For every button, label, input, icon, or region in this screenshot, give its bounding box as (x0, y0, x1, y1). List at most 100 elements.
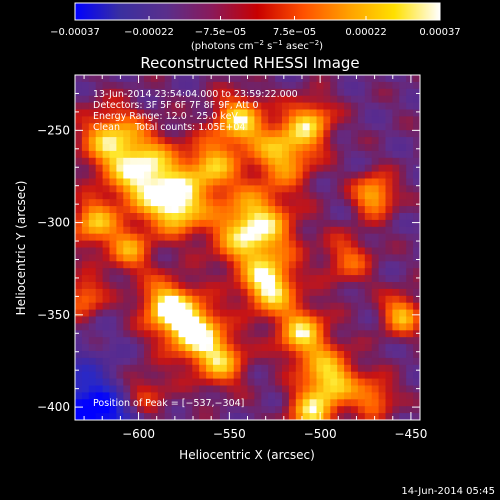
colorbar-tick-label: −0.00037 (50, 27, 100, 38)
heatmap-cell (288, 102, 297, 110)
heatmap-cell (344, 144, 352, 152)
heatmap-cell (144, 109, 152, 117)
heatmap-cell (351, 413, 359, 420)
heatmap-cell (344, 357, 352, 366)
heatmap-cell (323, 275, 331, 283)
heatmap-cell (226, 275, 235, 283)
heatmap-cell (95, 351, 103, 359)
heatmap-cell (144, 268, 152, 276)
heatmap-cell (226, 199, 235, 207)
heatmap-cell (240, 178, 248, 186)
heatmap-cell (309, 344, 317, 352)
heatmap-cell (295, 123, 304, 131)
heatmap-cell (254, 406, 262, 414)
heatmap-cell (288, 323, 297, 331)
heatmap-cell (282, 157, 290, 166)
heatmap-cell (268, 323, 276, 331)
heatmap-cell (157, 371, 166, 379)
heatmap-cell (316, 309, 324, 317)
heatmap-cell (102, 330, 110, 338)
heatmap-cell (247, 385, 255, 393)
heatmap-cell (323, 240, 331, 248)
heatmap-cell (116, 164, 124, 172)
heatmap-cell (116, 392, 124, 400)
heatmap-cell (371, 137, 379, 145)
heatmap-cell (233, 254, 241, 262)
heatmap-cell (219, 178, 228, 186)
heatmap-cell (233, 116, 241, 124)
heatmap-cell (254, 157, 262, 166)
heatmap-cell (199, 413, 207, 420)
heatmap-cell (116, 95, 124, 103)
heatmap-cell (137, 330, 145, 338)
heatmap-cell (406, 399, 414, 407)
heatmap-cell (213, 137, 221, 145)
heatmap-cell (233, 178, 241, 186)
heatmap-cell (330, 88, 338, 97)
heatmap-cell (364, 88, 373, 97)
heatmap-cell (371, 240, 379, 248)
heatmap-cell (378, 288, 386, 297)
heatmap-cell (254, 109, 262, 117)
heatmap-cell (144, 295, 152, 304)
heatmap-cell (88, 199, 97, 207)
heatmap-cell (164, 275, 172, 283)
heatmap-cell (378, 150, 386, 159)
heatmap-cell (157, 185, 166, 193)
heatmap-cell (178, 406, 186, 414)
heatmap-cell (413, 178, 420, 186)
heatmap-cell (268, 344, 276, 352)
heatmap-cell (219, 95, 228, 103)
heatmap-cell (406, 240, 414, 248)
heatmap-cell (316, 178, 324, 186)
heatmap-cell (192, 357, 200, 366)
heatmap-cell (254, 288, 262, 297)
heatmap-cell (288, 178, 297, 186)
heatmap-cell (288, 206, 297, 214)
heatmap-cell (302, 123, 310, 131)
heatmap-cell (199, 371, 207, 379)
heatmap-cell (192, 95, 200, 103)
heatmap-cell (88, 351, 97, 359)
heatmap-cell (240, 116, 248, 124)
heatmap-cell (226, 364, 235, 373)
heatmap-cell (206, 185, 214, 193)
heatmap-cell (316, 164, 324, 172)
heatmap-cell (226, 378, 235, 386)
heatmap-cell (302, 357, 310, 366)
heatmap-cell (357, 275, 366, 283)
heatmap-cell (233, 268, 241, 276)
heatmap-cell (330, 344, 338, 352)
heatmap-cell (192, 102, 200, 110)
heatmap-cell (123, 75, 131, 83)
heatmap-cell (261, 130, 269, 138)
heatmap-cell (75, 88, 83, 97)
heatmap-cell (116, 185, 124, 193)
heatmap-cell (309, 95, 317, 103)
heatmap-cell (268, 213, 276, 221)
heatmap-cell (219, 385, 228, 393)
heatmap-cell (137, 233, 145, 241)
heatmap-cell (233, 102, 241, 110)
heatmap-cell (344, 199, 352, 207)
heatmap-cell (357, 344, 366, 352)
heatmap-cell (157, 123, 166, 131)
heatmap-cell (337, 144, 345, 152)
heatmap-cell (337, 323, 345, 331)
heatmap-cell (116, 344, 124, 352)
heatmap-cell (88, 282, 97, 290)
heatmap-cell (247, 123, 255, 131)
heatmap-cell (75, 109, 83, 117)
heatmap-cell (102, 406, 110, 414)
heatmap-cell (185, 123, 193, 131)
heatmap-cell (164, 344, 172, 352)
heatmap-cell (123, 295, 131, 304)
heatmap-cell (75, 357, 83, 366)
heatmap-cell (240, 351, 248, 359)
heatmap-cell (323, 123, 331, 131)
heatmap-cell (337, 385, 345, 393)
heatmap-cell (282, 164, 290, 172)
heatmap-cell (268, 330, 276, 338)
heatmap-cell (192, 282, 200, 290)
heatmap-cell (399, 323, 407, 331)
